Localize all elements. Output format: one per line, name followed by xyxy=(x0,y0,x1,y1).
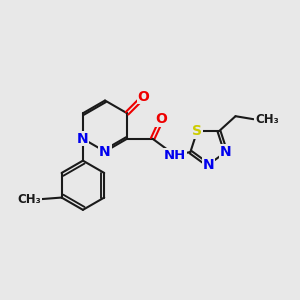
Text: O: O xyxy=(156,112,167,126)
Text: S: S xyxy=(192,124,202,138)
Text: N: N xyxy=(220,145,232,159)
Text: CH₃: CH₃ xyxy=(18,193,41,206)
Text: O: O xyxy=(138,90,149,104)
Text: N: N xyxy=(202,158,214,172)
Text: N: N xyxy=(77,132,89,146)
Text: NH: NH xyxy=(164,149,186,162)
Text: CH₃: CH₃ xyxy=(255,113,279,126)
Text: N: N xyxy=(99,145,111,158)
